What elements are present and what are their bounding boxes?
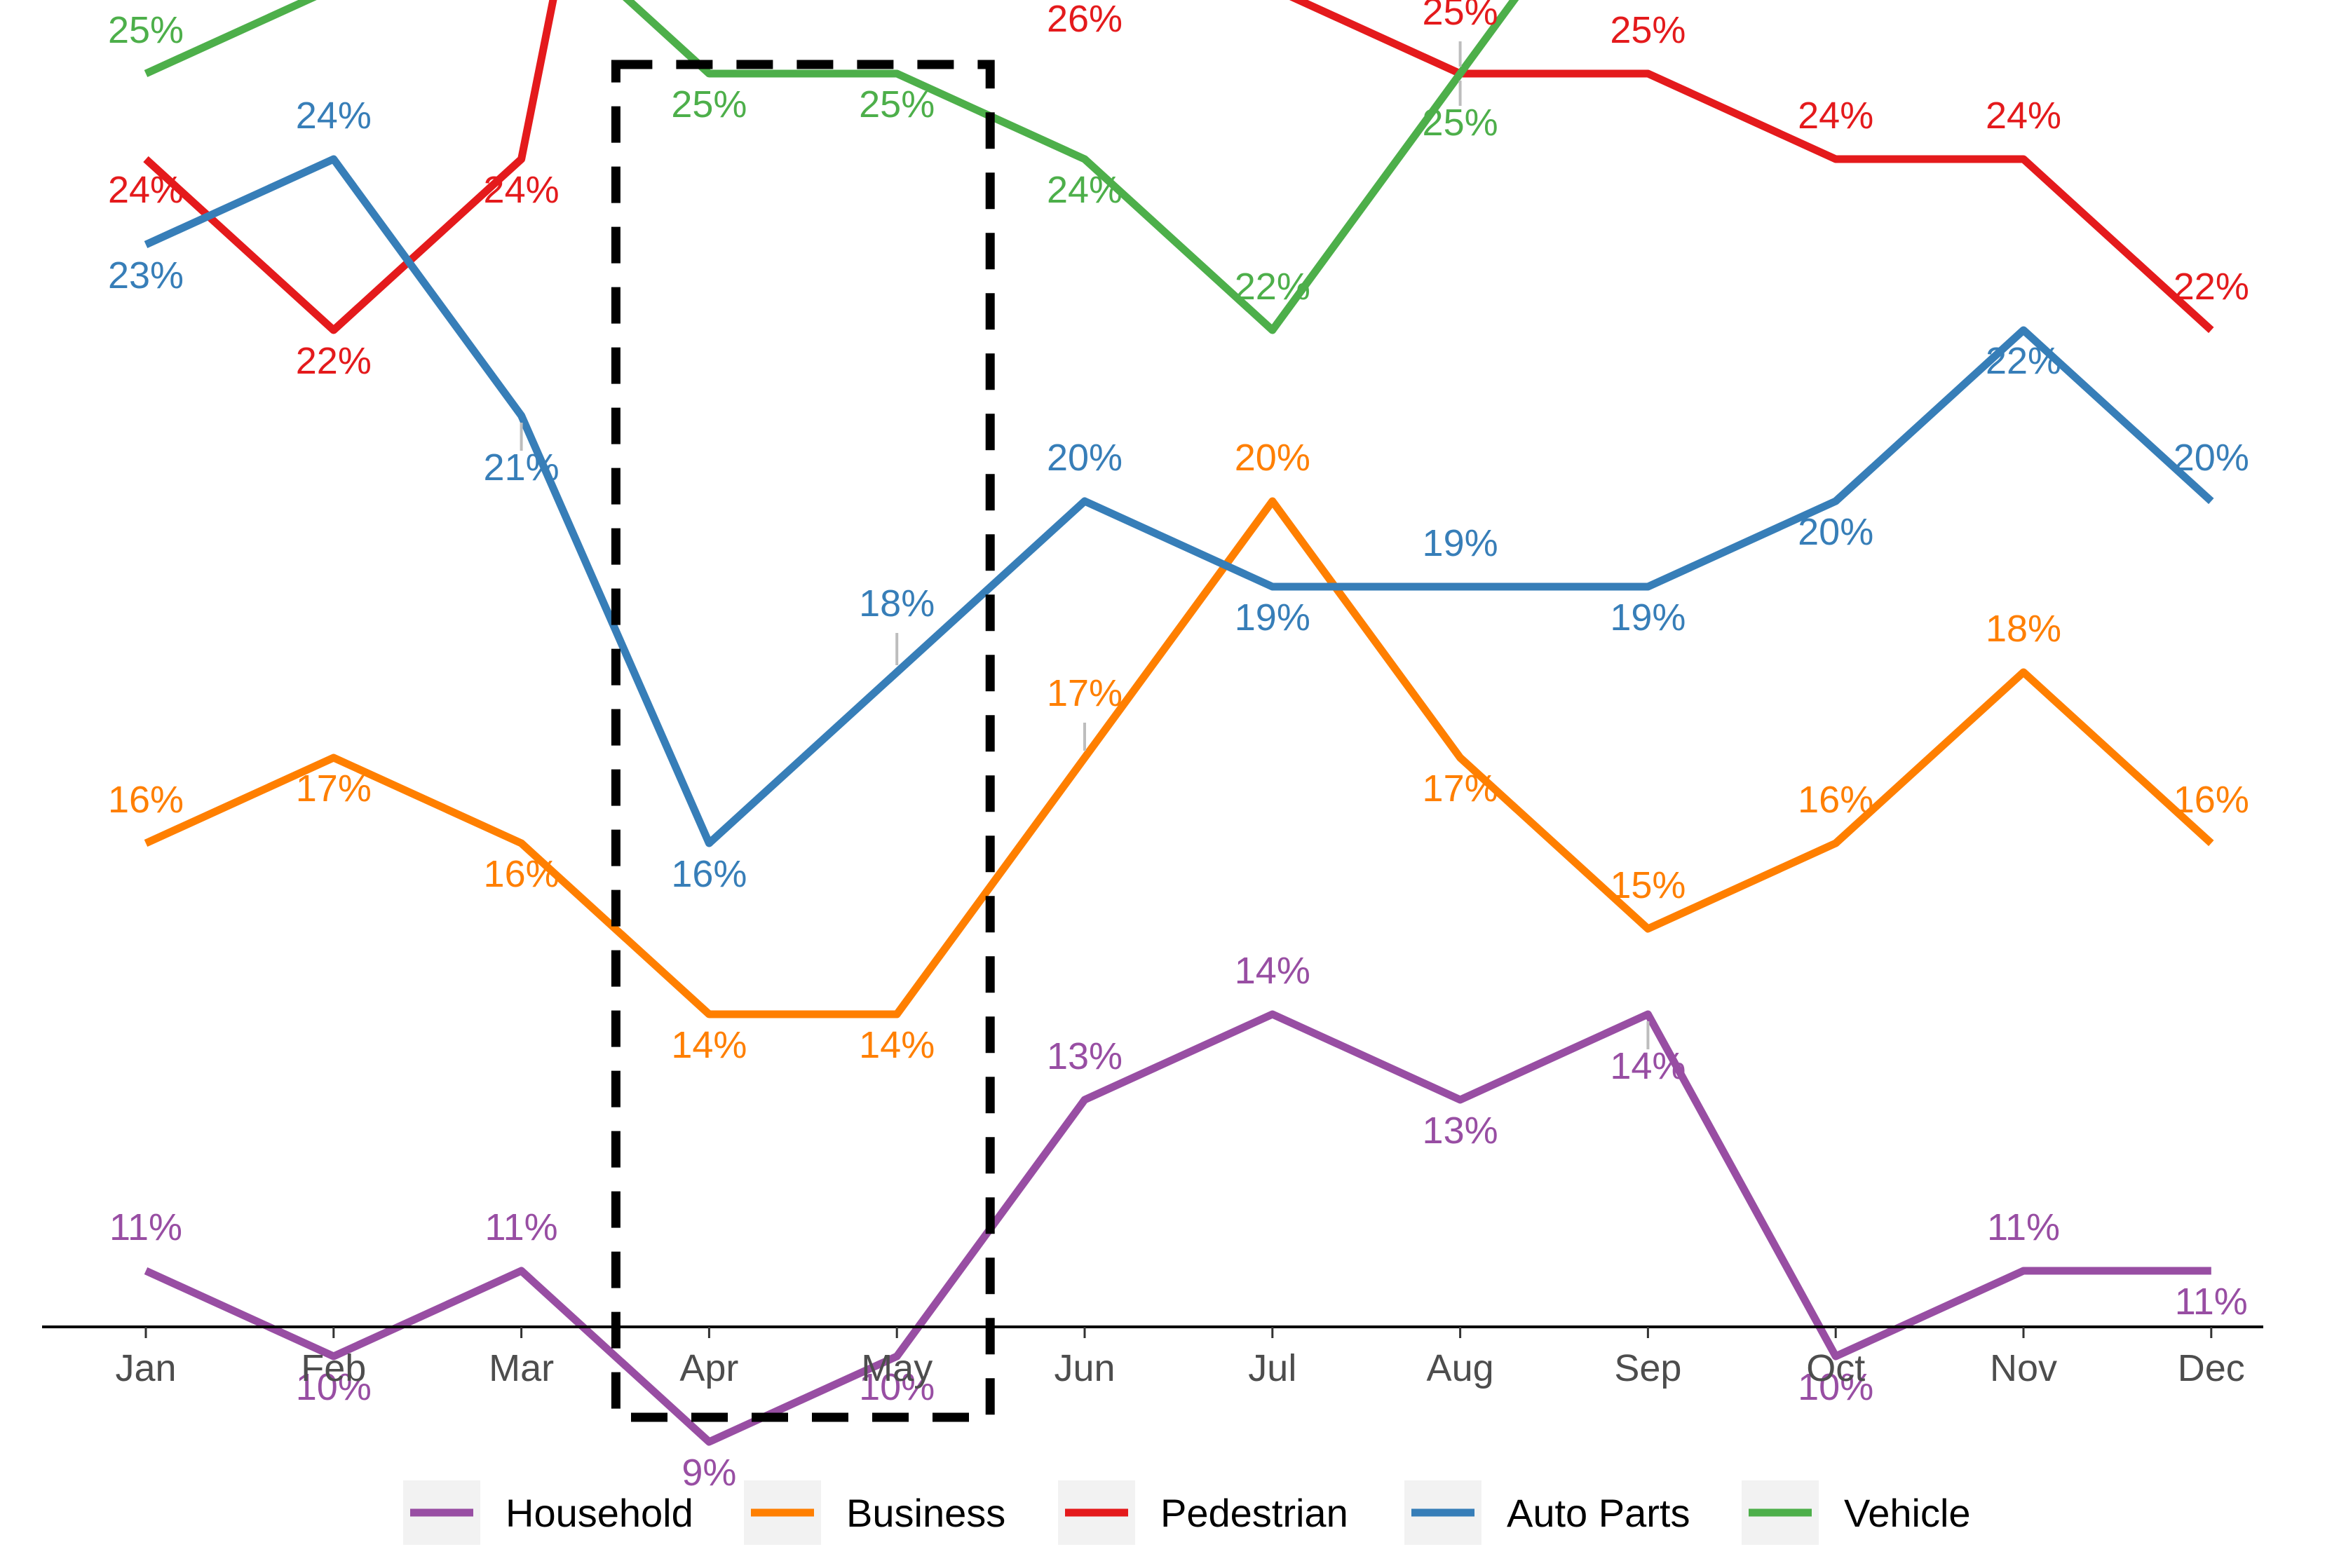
x-tick-label-feb: Feb — [301, 1347, 366, 1389]
legend-label: Pedestrian — [1160, 1491, 1348, 1535]
legend-label: Auto Parts — [1507, 1491, 1690, 1535]
x-tick-label-jul: Jul — [1248, 1347, 1296, 1389]
data-label-pedestrian-jan: 24% — [108, 169, 184, 211]
data-label-business-jan: 16% — [108, 779, 184, 821]
x-tick-label-jun: Jun — [1054, 1347, 1115, 1389]
x-tick-label-jan: Jan — [115, 1347, 176, 1389]
data-label-pedestrian-mar: 24% — [484, 169, 560, 211]
data-label-vehicle-may: 25% — [859, 83, 935, 125]
series-line-pedestrian — [143, 0, 2214, 334]
highlight-box — [611, 60, 995, 1422]
data-label-business-nov: 18% — [1986, 608, 2061, 650]
data-label-auto-parts-jul: 19% — [1235, 596, 1310, 639]
data-label-vehicle-jun: 24% — [1047, 169, 1123, 211]
data-label-business-feb: 17% — [296, 768, 372, 810]
x-tick-label-apr: Apr — [679, 1347, 738, 1389]
series-line-business — [144, 497, 2214, 1018]
legend-label: Household — [506, 1491, 693, 1535]
data-label-household-apr: 9% — [682, 1452, 736, 1494]
legend-item-household: Household — [403, 1480, 693, 1545]
legend-label: Business — [846, 1491, 1005, 1535]
data-label-household-jul: 14% — [1235, 950, 1310, 992]
legend-item-vehicle: Vehicle — [1742, 1480, 1971, 1545]
legend-item-business: Business — [744, 1480, 1005, 1545]
data-label-household-dec: 11% — [2175, 1281, 2248, 1323]
data-label-pedestrian-oct: 24% — [1798, 95, 1873, 137]
x-axis: Jan Feb Mar Apr May Jun Jul Aug Sep Oct Nov Dec — [42, 1325, 2263, 1389]
series-line-vehicle — [144, 0, 1519, 334]
legend-item-auto-parts: Auto Parts — [1404, 1480, 1690, 1545]
data-label-household-aug: 13% — [1423, 1110, 1498, 1152]
data-label-auto-parts-apr: 16% — [671, 853, 747, 895]
x-tick-label-may: May — [861, 1347, 933, 1389]
data-label-auto-parts-feb: 24% — [296, 95, 372, 137]
data-label-pedestrian-sep: 25% — [1610, 9, 1686, 51]
x-tick-label-nov: Nov — [1990, 1347, 2057, 1389]
data-label-household-mar: 11% — [485, 1206, 558, 1248]
legend-label: Vehicle — [1844, 1491, 1971, 1535]
data-label-household-nov: 11% — [1987, 1206, 2060, 1248]
data-label-vehicle-apr: 25% — [671, 83, 747, 125]
data-label-business-dec: 16% — [2174, 779, 2249, 821]
data-label-business-may: 14% — [859, 1024, 935, 1066]
data-label-vehicle-jan: 25% — [108, 9, 184, 51]
data-label-business-jul: 20% — [1235, 437, 1310, 479]
data-label-household-jan: 11% — [109, 1206, 182, 1248]
data-label-vehicle-aug: 25% — [1423, 102, 1498, 144]
series-lines-layer — [143, 0, 2214, 1446]
data-label-household-feb: 10% — [296, 1366, 372, 1408]
data-label-auto-parts-dec: 20% — [2174, 437, 2249, 479]
data-label-business-sep: 15% — [1610, 864, 1686, 906]
data-labels-layer: 11% 10% 11% 9% 10% 13% 14% 13% 14% 10% 11% 11% 16% 17… — [108, 0, 2249, 1494]
x-tick-label-oct: Oct — [1806, 1347, 1865, 1389]
data-label-pedestrian-jun: 26% — [1047, 0, 1123, 40]
data-label-pedestrian-nov: 24% — [1986, 95, 2061, 137]
data-label-pedestrian-feb: 22% — [296, 340, 372, 382]
x-tick-label-mar: Mar — [489, 1347, 554, 1389]
data-label-business-jun: 17% — [1047, 672, 1123, 714]
data-label-auto-parts-jun: 20% — [1047, 437, 1123, 479]
data-label-auto-parts-aug: 19% — [1423, 522, 1498, 564]
data-label-household-jun: 13% — [1047, 1035, 1123, 1077]
series-line-household — [144, 1010, 2211, 1446]
data-label-business-apr: 14% — [671, 1024, 747, 1066]
x-tick-label-dec: Dec — [2178, 1347, 2245, 1389]
data-label-auto-parts-nov: 22% — [1986, 340, 2061, 382]
x-tick-label-sep: Sep — [1614, 1347, 1681, 1389]
series-line-auto-parts — [144, 155, 2214, 847]
data-label-business-aug: 17% — [1423, 768, 1498, 810]
data-label-auto-parts-oct: 20% — [1798, 511, 1873, 553]
data-label-household-sep: 14% — [1610, 1045, 1686, 1087]
data-label-business-oct: 16% — [1798, 779, 1873, 821]
data-label-auto-parts-mar: 21% — [484, 446, 560, 489]
data-label-business-mar: 16% — [484, 853, 560, 895]
leader-lines-layer — [520, 41, 1650, 1049]
legend: Household Business Pedestrian Auto Parts Veh… — [403, 1480, 1971, 1545]
data-label-pedestrian-aug: 25% — [1423, 0, 1498, 33]
data-label-household-oct: 10% — [1798, 1366, 1873, 1408]
data-label-auto-parts-may: 18% — [859, 582, 935, 625]
data-label-auto-parts-sep: 19% — [1610, 596, 1686, 639]
data-label-pedestrian-dec: 22% — [2174, 266, 2249, 308]
x-tick-label-aug: Aug — [1427, 1347, 1494, 1389]
data-label-vehicle-jul: 22% — [1235, 266, 1310, 308]
legend-item-pedestrian: Pedestrian — [1058, 1480, 1348, 1545]
data-label-household-may: 10% — [859, 1366, 935, 1408]
data-label-auto-parts-jan: 23% — [108, 254, 184, 296]
